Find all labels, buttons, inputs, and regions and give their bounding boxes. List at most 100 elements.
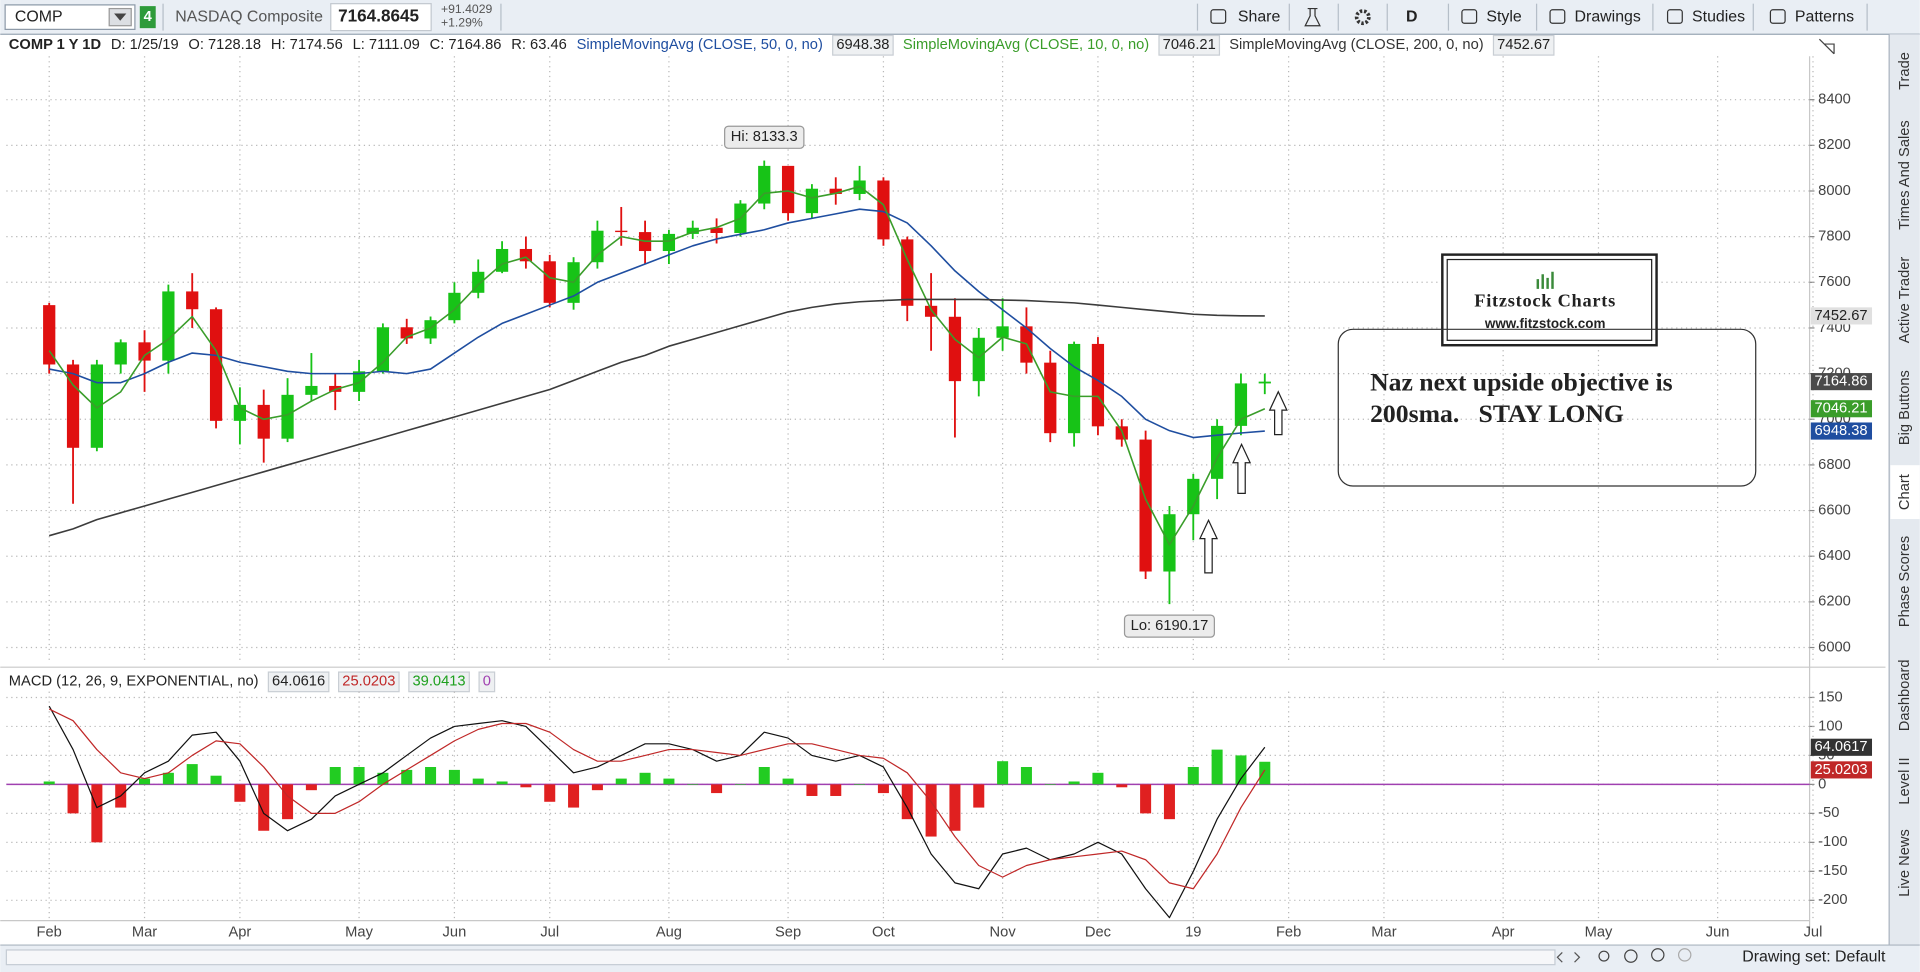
histogram-bar xyxy=(949,784,961,831)
candle-body xyxy=(257,404,270,439)
sidebar-tab[interactable]: Times And Sales xyxy=(1897,120,1913,230)
scrollbar[interactable] xyxy=(5,949,1556,966)
value-box xyxy=(338,671,400,693)
link-box[interactable] xyxy=(139,6,156,29)
logo-icon xyxy=(1536,271,1554,289)
histogram-bar xyxy=(1187,767,1199,785)
toolbar-button[interactable]: Studies xyxy=(1692,8,1745,25)
macd-header: MACD (12, 26, 9, EXPONENTIAL, no) 64.061… xyxy=(9,671,496,693)
link-number: 4 xyxy=(144,9,153,25)
y-tick-label: 8000 xyxy=(1818,183,1851,199)
button-icon[interactable] xyxy=(1769,9,1786,24)
button-icon[interactable] xyxy=(1210,9,1227,24)
candle-body xyxy=(448,292,461,321)
histogram-bar xyxy=(782,778,794,785)
expand-icon[interactable] xyxy=(1818,38,1835,55)
price-badge xyxy=(1810,422,1873,440)
price-badge xyxy=(1810,307,1873,325)
y-tick-label: 6800 xyxy=(1818,457,1851,473)
drawing-set[interactable]: Drawing set: Default xyxy=(1742,949,1886,966)
candle-body xyxy=(543,261,556,303)
value-box xyxy=(832,34,894,56)
sidebar-tab[interactable]: Active Trader xyxy=(1897,257,1913,344)
x-tick-label: 19 xyxy=(1185,925,1201,941)
zoom-out-icon[interactable] xyxy=(1677,948,1692,962)
histogram-bar xyxy=(496,781,508,785)
toolbar-button[interactable]: Share xyxy=(1238,8,1281,25)
drag-icon[interactable] xyxy=(1598,950,1610,962)
histogram-bar xyxy=(591,784,603,791)
study-name: SimpleMovingAvg (CLOSE, 200, 0, no) xyxy=(1229,37,1483,53)
pan-icon[interactable] xyxy=(1624,949,1638,963)
toolbar-button[interactable]: D xyxy=(1406,8,1418,25)
x-tick-label: Jul xyxy=(1804,925,1823,941)
sidebar-tab[interactable]: Dashboard xyxy=(1897,659,1913,731)
histogram-bar xyxy=(1068,781,1080,785)
flask-icon[interactable] xyxy=(1304,7,1321,27)
scroll-arrows[interactable] xyxy=(1556,951,1581,963)
y-tick-label: 150 xyxy=(1818,689,1843,705)
histogram-bar xyxy=(639,772,651,785)
histogram-bar xyxy=(162,772,174,785)
sidebar-tab[interactable]: Big Buttons xyxy=(1897,370,1913,445)
toolbar-button[interactable]: Style xyxy=(1486,8,1522,25)
logo-title: Fitzstock Charts xyxy=(1474,291,1616,311)
macd-avg: 25.0203 xyxy=(342,674,395,690)
x-tick-label: Nov xyxy=(990,925,1017,941)
sidebar-tab[interactable]: Live News xyxy=(1897,829,1913,897)
candle-body xyxy=(138,342,151,361)
value-box xyxy=(1158,34,1221,56)
candle-body xyxy=(996,326,1009,338)
x-tick-label: Jun xyxy=(443,925,467,941)
net-change: +91.4029 xyxy=(441,2,493,16)
sidebar-tab[interactable]: Trade xyxy=(1897,52,1913,90)
price-badge-label: 6948.38 xyxy=(1814,423,1867,439)
x-tick-label: Mar xyxy=(132,925,157,941)
price-badge xyxy=(1810,400,1873,418)
candle-body xyxy=(352,371,366,392)
histogram-bar xyxy=(91,784,103,843)
candle-body xyxy=(901,239,914,306)
logo-frame xyxy=(1441,253,1658,347)
toolbar-button[interactable]: Patterns xyxy=(1795,8,1854,25)
histogram-bar xyxy=(1163,784,1175,820)
annotation-layer: Hi: 8133.3 Lo: 6190.17 xyxy=(724,125,1215,638)
up-arrow xyxy=(1232,442,1252,494)
histogram-bar xyxy=(520,784,532,788)
macd-title: MACD (12, 26, 9, EXPONENTIAL, no) xyxy=(9,674,259,690)
button-icon[interactable] xyxy=(1549,9,1566,24)
histogram-bar xyxy=(1020,767,1032,785)
macd-line xyxy=(48,708,1266,890)
histogram-bar xyxy=(711,784,723,794)
toolbar-button[interactable]: Drawings xyxy=(1575,8,1641,25)
dropdown-arrow xyxy=(114,13,127,21)
extreme-label: Lo: 6190.17 xyxy=(1131,618,1209,634)
histogram-bar xyxy=(139,778,151,785)
sidebar-tab[interactable]: Phase Scores xyxy=(1897,536,1913,627)
y-tick-label: 6000 xyxy=(1818,639,1851,655)
pct-change: +1.29% xyxy=(441,15,483,29)
sidebar-tab[interactable]: Chart xyxy=(1897,474,1913,510)
histogram-bar xyxy=(615,778,627,785)
price-badge-label: 7046.21 xyxy=(1814,401,1867,417)
sma-line xyxy=(49,208,1265,439)
candle-body xyxy=(1139,439,1152,572)
candle-body xyxy=(710,227,723,233)
chart-header: COMP 1 Y 1D D: 1/25/19 O: 7128.18 H: 717… xyxy=(9,34,1555,56)
price-badge-label: 7164.86 xyxy=(1814,374,1867,390)
extreme-label: Hi: 8133.3 xyxy=(731,129,798,145)
histogram-bar xyxy=(210,775,222,785)
candle-body xyxy=(1258,381,1271,384)
histogram-bar xyxy=(663,778,675,785)
histogram-bar xyxy=(806,784,818,796)
y-tick-label: 8400 xyxy=(1818,92,1851,108)
button-icon[interactable] xyxy=(1666,9,1683,24)
histogram-bar xyxy=(353,767,365,785)
candle-body xyxy=(66,364,80,448)
button-icon[interactable] xyxy=(1461,9,1478,24)
zoom-in-icon[interactable] xyxy=(1651,948,1665,962)
symbol[interactable]: COMP xyxy=(15,8,63,25)
value-box xyxy=(1492,34,1555,56)
sidebar-tab[interactable]: Level II xyxy=(1897,757,1913,804)
